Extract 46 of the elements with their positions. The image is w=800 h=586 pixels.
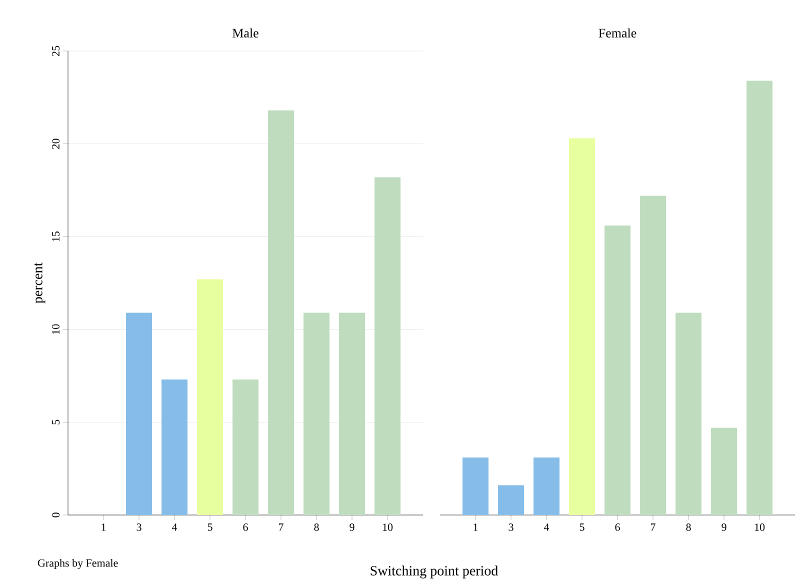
x-tick-label: 6 [615,524,620,531]
y-axis-title: percent [34,262,46,304]
x-tick-label: 7 [650,524,656,531]
x-tick-label: 1 [102,524,106,531]
bar [746,80,773,515]
bar [339,312,366,515]
x-tick-label: 10 [382,524,393,531]
bar [534,457,560,515]
bar [304,312,330,515]
bar [197,279,224,515]
x-tick-label: 7 [278,524,284,531]
bar [498,485,524,515]
x-tick-label: 4 [544,524,550,531]
bar [462,457,489,515]
x-tick-label: 3 [136,524,142,531]
bar [374,177,401,515]
x-tick-label: 8 [686,524,691,531]
y-tick-label: 10 [52,324,60,334]
x-tick-label: 9 [722,524,726,531]
y-tick-label: 0 [52,512,60,518]
chart-title: Female [598,28,636,38]
bar [711,428,738,515]
bar [569,138,596,515]
bar [640,196,666,515]
x-tick-label: 10 [754,524,765,531]
y-tick-label: 20 [52,138,60,149]
bar [604,225,631,515]
x-tick-label: 4 [172,524,178,531]
text: Graphs by Female [38,559,118,570]
x-tick-label: 5 [208,524,212,531]
bar [232,380,259,515]
x-tick-label: 3 [508,524,514,531]
y-tick-label: 15 [52,232,60,242]
x-tick-label: 8 [314,524,319,531]
x-tick-label: 9 [350,524,354,531]
y-tick-label: 5 [52,420,60,424]
chart-title: Male [232,28,258,38]
x-axis-title: Switching point period [370,566,498,578]
bar [676,312,702,515]
bar [268,110,294,515]
y-tick-label: 25 [52,46,60,56]
bar [126,312,152,515]
x-tick-label: 6 [243,524,248,531]
bar [162,380,188,515]
x-tick-label: 5 [580,524,584,531]
x-tick-label: 1 [474,524,478,531]
